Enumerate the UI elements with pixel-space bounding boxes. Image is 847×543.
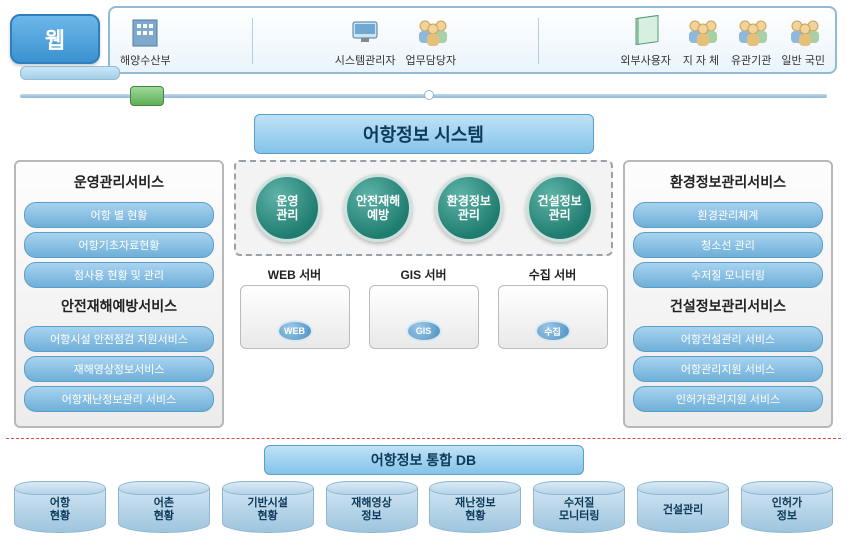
db-title-row: 어항정보 통합 DB (0, 445, 847, 475)
db-cylinder: 어항 현황 (14, 481, 106, 533)
service-item: 환경관리체계 (633, 202, 823, 228)
right-services-panel: 환경정보관리서비스환경관리체계청소선 관리수저질 모니터링건설정보관리서비스어항… (623, 160, 833, 428)
middle-region: 운영관리서비스어항 별 현황어항기초자료현황점사용 현황 및 관리안전재해예방서… (0, 160, 847, 428)
service-item: 재해영상정보서비스 (24, 356, 214, 382)
server-badge: WEB (277, 320, 313, 342)
db-label: 인허가 정보 (772, 491, 802, 522)
group-icon (783, 14, 823, 50)
service-item: 어항관리지원 서비스 (633, 356, 823, 382)
db-title: 어항정보 통합 DB (264, 445, 584, 475)
service-item: 어항기초자료현황 (24, 232, 214, 258)
actor-group: 시스템관리자 업무담당자 (335, 14, 456, 68)
main-title-row: 어항정보 시스템 (20, 114, 827, 154)
service-heading: 건설정보관리서비스 (633, 292, 823, 322)
db-label: 건설관리 (663, 498, 703, 517)
group-icon (411, 14, 451, 50)
service-item: 어항건설관리 서비스 (633, 326, 823, 352)
db-top (637, 481, 729, 495)
server-label: GIS 서버 (400, 266, 446, 283)
group-icon (681, 14, 721, 50)
system-title: 어항정보 시스템 (254, 114, 594, 154)
actor-label: 외부사용자 (620, 52, 671, 68)
network-bar (20, 84, 827, 108)
server: WEB 서버 WEB (240, 266, 350, 349)
actor-label: 해양수산부 (120, 52, 171, 68)
service-heading: 환경정보관리서비스 (633, 168, 823, 198)
db-cylinder: 수저질 모니터링 (533, 481, 625, 533)
group-icon (731, 14, 771, 50)
actor-label: 업무담당자 (406, 52, 457, 68)
actor: 유관기관 (731, 14, 771, 68)
router-icon (130, 86, 164, 106)
db-label: 재해영상 정보 (351, 491, 391, 522)
module-circle: 안전재해예방 (344, 174, 412, 242)
actor: 일반 국민 (781, 14, 825, 68)
actor-group: 해양수산부 (120, 14, 171, 68)
building-icon (125, 14, 165, 50)
web-base (20, 66, 120, 80)
actor-separator (538, 18, 539, 64)
actor-label: 일반 국민 (781, 52, 825, 68)
servers-row: WEB 서버 WEB GIS 서버 GIS 수집 서버수집 (234, 266, 613, 349)
actor-label: 유관기관 (731, 52, 771, 68)
actor: 업무담당자 (406, 14, 457, 68)
server-label: 수집 서버 (529, 266, 577, 283)
server-label: WEB 서버 (268, 266, 321, 283)
actor: 지 자 체 (681, 14, 721, 68)
db-row: 어항 현황 어촌 현황 기반시설 현황 재해영상 정보 재난정보 현황 수저질 모니터링 건… (0, 481, 847, 543)
db-cylinder: 기반시설 현황 (222, 481, 314, 533)
db-cylinder: 재해영상 정보 (326, 481, 418, 533)
actor: 해양수산부 (120, 14, 171, 68)
actor-group: 외부사용자 지 자 체 유관기관 일반 국민 (620, 14, 825, 68)
actor-label: 지 자 체 (683, 52, 719, 68)
actor-separator (252, 18, 253, 64)
server-badge: GIS (406, 320, 442, 342)
monitor-icon (345, 14, 385, 50)
db-label: 어항 현황 (50, 491, 70, 522)
left-services-panel: 운영관리서비스어항 별 현황어항기초자료현황점사용 현황 및 관리안전재해예방서… (14, 160, 224, 428)
service-item: 인허가관리지원 서비스 (633, 386, 823, 412)
db-cylinder: 건설관리 (637, 481, 729, 533)
actor: 외부사용자 (620, 14, 671, 68)
db-label: 재난정보 현황 (455, 491, 495, 522)
service-item: 청소선 관리 (633, 232, 823, 258)
service-item: 어항시설 안전점검 지원서비스 (24, 326, 214, 352)
server-badge: 수집 (535, 320, 571, 342)
service-item: 어항재난정보관리 서비스 (24, 386, 214, 412)
service-item: 어항 별 현황 (24, 202, 214, 228)
center-column: 운영관리안전재해예방환경정보관리건설정보관리 WEB 서버WEBGIS 서버GI… (234, 160, 613, 428)
service-item: 점사용 현황 및 관리 (24, 262, 214, 288)
server-body: GIS (369, 285, 479, 349)
server-body: WEB (240, 285, 350, 349)
db-cylinder: 어촌 현황 (118, 481, 210, 533)
net-dot (424, 90, 434, 100)
modules-box: 운영관리 안전재해예방 환경정보관리 건설정보관리 (234, 160, 613, 256)
db-cylinder: 재난정보 현황 (429, 481, 521, 533)
server: GIS 서버 GIS (369, 266, 479, 349)
module-circle: 운영관리 (253, 174, 321, 242)
section-divider (6, 438, 841, 439)
actors-panel: 해양수산부 시스템관리자 업무담당자 외부사용자 지 자 체 유관기관 일반 국민 (108, 6, 837, 74)
db-label: 어촌 현황 (154, 491, 174, 522)
actor-label: 시스템관리자 (335, 52, 396, 68)
db-cylinder: 인허가 정보 (741, 481, 833, 533)
service-heading: 운영관리서비스 (24, 168, 214, 198)
module-circle: 환경정보관리 (435, 174, 503, 242)
web-badge: 웹 (10, 14, 100, 64)
service-item: 수저질 모니터링 (633, 262, 823, 288)
server: 수집 서버수집 (498, 266, 608, 349)
service-heading: 안전재해예방서비스 (24, 292, 214, 322)
db-label: 기반시설 현황 (247, 491, 287, 522)
db-label: 수저질 모니터링 (559, 491, 599, 522)
server-body: 수집 (498, 285, 608, 349)
book-icon (626, 14, 666, 50)
module-circle: 건설정보관리 (526, 174, 594, 242)
top-row: 웹 해양수산부 시스템관리자 업무담당자 외부사용자 지 자 체 유관기관 일반 국민 (0, 0, 847, 74)
actor: 시스템관리자 (335, 14, 396, 68)
